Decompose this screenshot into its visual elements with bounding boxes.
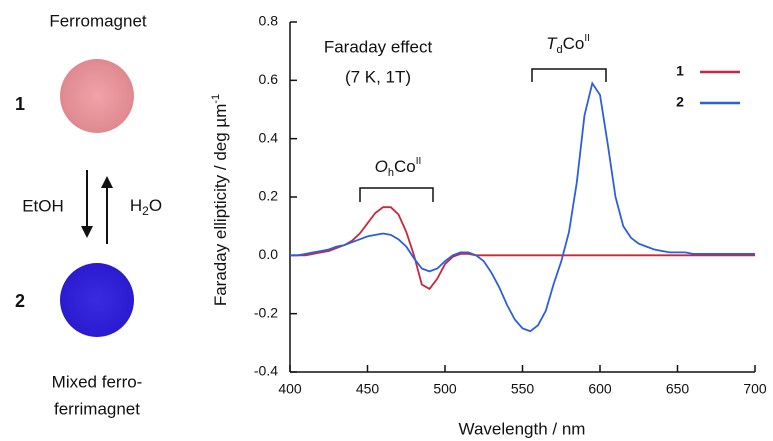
y-tick-label: -0.2 (254, 304, 278, 320)
superscript: II (584, 33, 590, 44)
text-part: T (546, 34, 558, 53)
text-part: Co (394, 157, 416, 176)
y-tick-label: 0.0 (259, 246, 279, 262)
top-label: Ferromagnet (49, 11, 147, 30)
x-tick-label: 450 (356, 381, 380, 397)
y-tick-label: 0.6 (259, 71, 279, 87)
annotation: OhCoII (375, 156, 422, 179)
bottom-label: ferrimagnet (54, 399, 140, 418)
arrows (81, 170, 113, 244)
bottom-number: 2 (15, 291, 25, 311)
y-axis-label: Faraday ellipticity / deg µm-1 (210, 94, 231, 306)
superscript: II (416, 156, 422, 167)
x-tick-label: 650 (666, 381, 690, 397)
subscript: h (388, 167, 394, 179)
x-axis-label: Wavelength / nm (459, 419, 586, 438)
subscript: 2 (142, 204, 149, 218)
ferromagnet-sample (60, 59, 134, 133)
y-tick-label: -0.4 (254, 363, 278, 379)
annotation: TdCoII (546, 33, 590, 56)
text-part: O (149, 196, 162, 215)
right-arrow-label: H2O (130, 196, 162, 218)
y-tick-label: 0.4 (259, 129, 279, 145)
x-tick-label: 400 (278, 381, 302, 397)
x-tick-label: 550 (511, 381, 535, 397)
legend-label: 1 (676, 63, 684, 79)
text-part: Faraday ellipticity / deg µm (211, 104, 230, 307)
legend-label: 2 (676, 94, 684, 110)
bracket (531, 68, 607, 82)
text-part: Co (563, 34, 585, 53)
x-tick-label: 700 (743, 381, 767, 397)
annotation: Faraday effect (324, 37, 433, 56)
superscript: -1 (210, 94, 222, 104)
y-tick-label: 0.8 (259, 13, 279, 29)
x-tick-label: 500 (433, 381, 457, 397)
bottom-label: Mixed ferro- (52, 372, 143, 391)
y-tick-label: 0.2 (259, 188, 279, 204)
x-tick-label: 600 (588, 381, 612, 397)
text-part: H (130, 196, 142, 215)
text-part: O (375, 157, 388, 176)
top-number: 1 (15, 94, 25, 114)
series-line (290, 206, 755, 291)
series-line (290, 81, 755, 333)
annotation: (7 K, 1T) (345, 67, 411, 86)
left-arrow-label: EtOH (22, 196, 64, 215)
subscript: d (556, 44, 562, 56)
bracket (359, 187, 434, 202)
mixed-sample (60, 263, 134, 337)
